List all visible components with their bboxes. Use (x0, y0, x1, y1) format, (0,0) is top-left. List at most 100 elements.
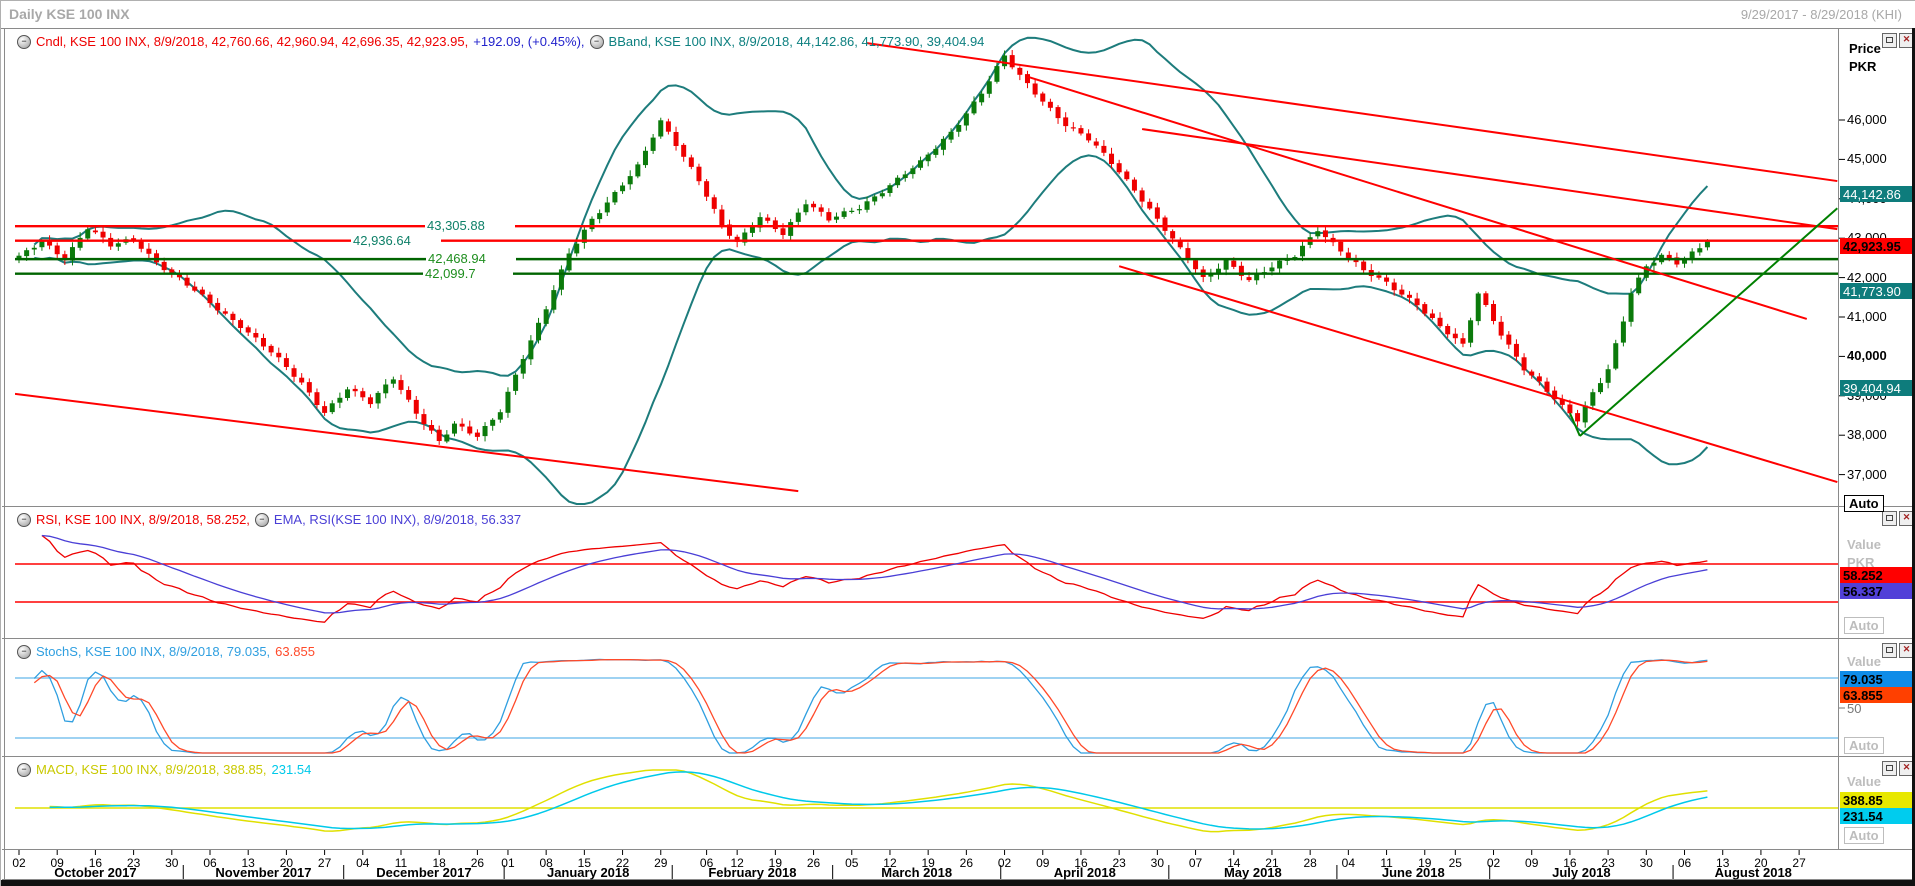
date-tick-label: 20 (279, 856, 294, 870)
price-axis-tick: 46,000 (1847, 112, 1887, 127)
date-tick-label: 05 (845, 856, 859, 870)
date-tick-label: 04 (1341, 856, 1356, 870)
bband-legend-label[interactable]: BBand, KSE 100 INX, 8/9/2018, 44,142.86,… (608, 34, 985, 49)
price-axis-title-line2: PKR (1849, 59, 1877, 74)
macd-signal-value-tag[interactable]: 231.54 (1840, 808, 1912, 824)
date-tick-label: 26 (959, 856, 974, 870)
date-range-label: 9/29/2017 - 8/29/2018 (KHI) (1740, 7, 1902, 22)
stoch-mid-tick-label: 50 (1847, 701, 1862, 716)
date-tick-label: 19 (768, 856, 783, 870)
bottom-window-edge (1, 880, 1915, 886)
price-line-label[interactable]: 42,468.94 (426, 251, 488, 267)
collapse-icon[interactable]: − (17, 762, 31, 777)
date-tick-label: 02 (12, 856, 26, 870)
macd-auto-scale-button[interactable]: Auto (1844, 827, 1884, 844)
price-tag-bband-lower[interactable]: 39,404.94 (1840, 380, 1912, 396)
price-tag-bband-upper[interactable]: 44,142.86 (1840, 186, 1912, 202)
price-line-label[interactable]: 42,099.7 (423, 265, 478, 281)
stoch-d-value-tag[interactable]: 63.855 (1840, 687, 1912, 703)
stoch-legend: − StochS, KSE 100 INX, 8/9/2018, 79.035,… (17, 644, 315, 659)
rsi-ema-value-tag[interactable]: 56.337 (1840, 583, 1912, 599)
main-legend: − Cndl, KSE 100 INX, 8/9/2018, 42,760.66… (17, 34, 984, 49)
date-tick-label: 16 (1074, 856, 1088, 870)
stoch-legend-label[interactable]: StochS, KSE 100 INX, 8/9/2018, 79.035, (36, 644, 271, 659)
date-tick-label: 06 (1677, 856, 1692, 870)
main-panel-buttons: ✕ (1882, 33, 1914, 48)
price-tag-last[interactable]: 42,923.95 (1840, 238, 1912, 254)
price-tag-bband-middle[interactable]: 41,773.90 (1840, 283, 1912, 299)
candle-legend-label[interactable]: Cndl, KSE 100 INX, 8/9/2018, 42,760.66, … (36, 34, 469, 49)
date-tick-label: 23 (126, 856, 141, 870)
collapse-icon[interactable]: − (589, 34, 604, 49)
macd-legend-label[interactable]: MACD, KSE 100 INX, 8/9/2018, 388.85, (36, 762, 267, 777)
macd-legend: − MACD, KSE 100 INX, 8/9/2018, 388.85, 2… (17, 762, 311, 777)
price-line-label[interactable]: 42,936.64 (351, 232, 413, 248)
price-line-label[interactable]: 43,305.88 (425, 218, 487, 234)
date-tick-label: 12 (883, 856, 897, 870)
date-tick-label: 23 (1112, 856, 1126, 870)
price-axis-tick: 37,000 (1847, 466, 1887, 482)
restore-icon[interactable] (1882, 33, 1897, 48)
date-tick-label: 12 (730, 856, 744, 870)
rsi-axis-unit: PKR (1847, 555, 1875, 570)
rsi-value-tag[interactable]: 58.252 (1840, 567, 1912, 583)
date-tick-label: 30 (165, 856, 179, 870)
stoch-k-value-tag[interactable]: 79.035 (1840, 671, 1912, 687)
date-tick-label: 04 (356, 856, 370, 870)
month-label: January 2018 (546, 865, 630, 880)
date-tick-label: 08 (539, 856, 553, 870)
price-axis-tick: 45,000 (1847, 151, 1887, 167)
price-axis-tick: 38,000 (1847, 427, 1887, 443)
date-tick-label: 11 (394, 856, 408, 870)
date-tick-label: 23 (1601, 856, 1615, 870)
date-tick-label: 19 (921, 856, 935, 870)
rsi-auto-scale-button[interactable]: Auto (1844, 617, 1884, 634)
macd-value-tag[interactable]: 388.85 (1840, 792, 1912, 808)
date-tick-label: 30 (1150, 856, 1165, 870)
date-tick-label: 19 (1418, 856, 1432, 870)
rsi-ema-legend-label[interactable]: EMA, RSI(KSE 100 INX), 8/9/2018, 56.337 (273, 512, 522, 527)
date-tick-label: 02 (997, 856, 1012, 870)
rsi-axis-title: Value (1847, 537, 1881, 552)
restore-icon[interactable] (1882, 511, 1897, 526)
date-tick-label: 07 (1188, 856, 1203, 870)
date-tick-label: 27 (1792, 856, 1806, 870)
collapse-icon[interactable]: − (17, 34, 31, 49)
macd-axis-title: Value (1847, 774, 1881, 789)
collapse-icon[interactable]: − (17, 512, 31, 527)
date-tick-label: 06 (203, 856, 217, 870)
month-label: November 2017 (215, 865, 312, 880)
macd-signal-legend-label: 231.54 (271, 762, 312, 777)
date-tick-label: 13 (1716, 856, 1730, 870)
macd-panel-buttons: ✕ (1882, 761, 1914, 776)
stoch-d-legend-label: 63.855 (275, 644, 315, 659)
collapse-icon[interactable]: − (254, 512, 269, 527)
price-axis-tick: 42,000 (1847, 269, 1887, 285)
right-window-edge[interactable] (1912, 28, 1915, 886)
month-label: July 2018 (1552, 865, 1611, 880)
date-tick-label: 26 (470, 856, 485, 870)
month-label: June 2018 (1381, 865, 1445, 880)
rsi-legend-label[interactable]: RSI, KSE 100 INX, 8/9/2018, 58.252, (36, 512, 250, 527)
price-axis-tick: 41,000 (1847, 309, 1887, 324)
stoch-panel-buttons: ✕ (1882, 643, 1914, 658)
month-label: March 2018 (881, 865, 953, 880)
date-tick-label: 01 (501, 856, 515, 870)
collapse-icon[interactable]: − (17, 644, 31, 659)
stoch-auto-scale-button[interactable]: Auto (1844, 737, 1884, 754)
month-label: April 2018 (1053, 865, 1116, 880)
date-tick-label: 16 (88, 856, 103, 870)
chart-title-bar: Daily KSE 100 INX 9/29/2017 - 8/29/2018 … (1, 1, 1915, 29)
date-tick-label: 29 (654, 856, 668, 870)
rsi-panel-buttons: ✕ (1882, 511, 1914, 526)
change-legend-label: +192.09, (+0.45%), (473, 34, 585, 49)
date-tick-label: 09 (1525, 856, 1539, 870)
main-auto-scale-button[interactable]: Auto (1844, 495, 1884, 512)
date-tick-label: 20 (1754, 856, 1768, 870)
date-tick-label: 09 (1036, 856, 1050, 870)
restore-icon[interactable] (1882, 761, 1897, 776)
stoch-axis-title: Value (1847, 654, 1881, 669)
restore-icon[interactable] (1882, 643, 1897, 658)
